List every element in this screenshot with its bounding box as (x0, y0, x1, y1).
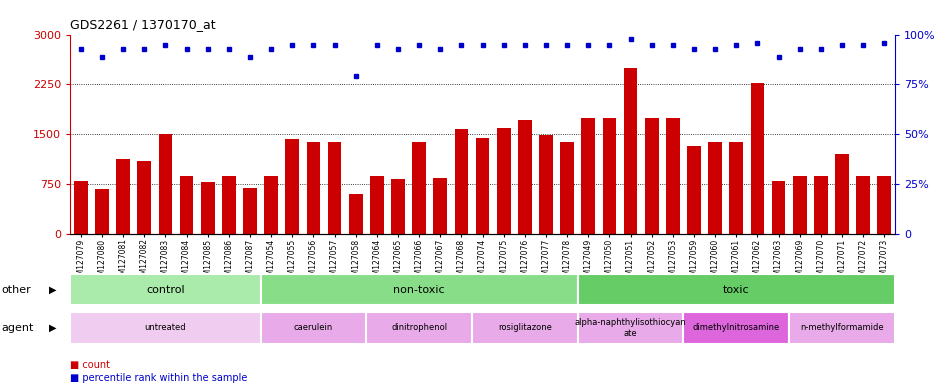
Bar (454, 129, 468, 234)
Bar (328, 142, 341, 234)
Bar (876, 176, 890, 234)
Bar (222, 176, 236, 234)
Text: dimethylnitrosamine: dimethylnitrosamine (692, 323, 779, 333)
Text: untreated: untreated (144, 323, 186, 333)
Text: rosiglitazone: rosiglitazone (497, 323, 551, 333)
Bar (813, 176, 826, 234)
Text: agent: agent (2, 323, 35, 333)
Bar (856, 176, 869, 234)
Bar (138, 161, 151, 234)
Bar (475, 138, 489, 234)
Text: alpha-naphthylisothiocyan
ate: alpha-naphthylisothiocyan ate (574, 318, 686, 338)
Text: control: control (146, 285, 184, 295)
Bar (518, 120, 531, 234)
Bar (412, 142, 426, 234)
Bar (496, 128, 510, 234)
Text: ■ percentile rank within the sample: ■ percentile rank within the sample (70, 373, 247, 383)
Text: toxic: toxic (723, 285, 749, 295)
Bar (180, 176, 193, 234)
Bar (370, 176, 384, 234)
Text: ▶: ▶ (49, 285, 56, 295)
Text: GDS2261 / 1370170_at: GDS2261 / 1370170_at (70, 18, 215, 31)
Text: n-methylformamide: n-methylformamide (799, 323, 883, 333)
Bar (200, 182, 214, 234)
Bar (792, 176, 806, 234)
Bar (285, 139, 299, 234)
Bar (623, 68, 636, 234)
Bar (538, 135, 552, 234)
Bar (264, 176, 278, 234)
Text: ▶: ▶ (49, 323, 56, 333)
Bar (433, 178, 446, 234)
Bar (306, 142, 320, 234)
Bar (644, 118, 658, 234)
Bar (158, 134, 172, 234)
Bar (686, 146, 700, 234)
Bar (242, 188, 256, 234)
Text: ■ count: ■ count (70, 360, 110, 370)
Text: caerulein: caerulein (294, 323, 332, 333)
Bar (750, 83, 764, 234)
Bar (708, 142, 722, 234)
Bar (834, 154, 848, 234)
Bar (665, 118, 679, 234)
Bar (580, 118, 594, 234)
Bar (390, 179, 404, 234)
Bar (771, 181, 784, 234)
Bar (74, 181, 88, 234)
Text: dinitrophenol: dinitrophenol (390, 323, 446, 333)
Bar (116, 159, 130, 234)
Bar (560, 142, 574, 234)
Bar (602, 118, 616, 234)
Bar (348, 194, 362, 234)
Bar (95, 189, 109, 234)
Text: other: other (2, 285, 32, 295)
Text: non-toxic: non-toxic (393, 285, 445, 295)
Bar (728, 142, 742, 234)
